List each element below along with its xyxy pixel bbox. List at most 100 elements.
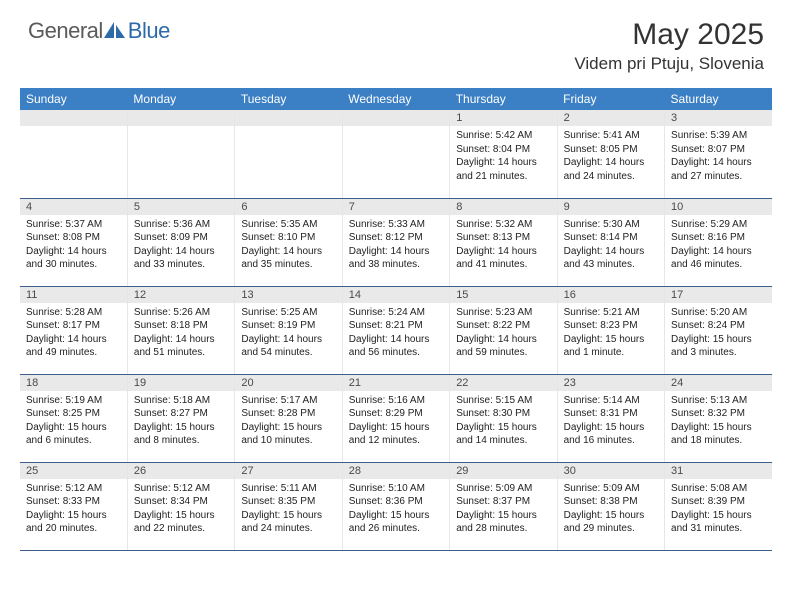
daylight-text: and 24 minutes. xyxy=(241,522,335,536)
day-details: Sunrise: 5:11 AMSunset: 8:35 PMDaylight:… xyxy=(235,479,341,539)
calendar-cell: 26Sunrise: 5:12 AMSunset: 8:34 PMDayligh… xyxy=(127,462,234,550)
day-details: Sunrise: 5:15 AMSunset: 8:30 PMDaylight:… xyxy=(450,391,556,451)
calendar-cell: 25Sunrise: 5:12 AMSunset: 8:33 PMDayligh… xyxy=(20,462,127,550)
daylight-text: Daylight: 15 hours xyxy=(241,421,335,435)
sunset-text: Sunset: 8:25 PM xyxy=(26,407,121,421)
daylight-text: Daylight: 15 hours xyxy=(456,421,550,435)
daylight-text: Daylight: 15 hours xyxy=(671,509,766,523)
sunrise-text: Sunrise: 5:14 AM xyxy=(564,394,658,408)
daylight-text: Daylight: 15 hours xyxy=(134,509,228,523)
calendar-cell: 12Sunrise: 5:26 AMSunset: 8:18 PMDayligh… xyxy=(127,286,234,374)
daylight-text: Daylight: 14 hours xyxy=(671,245,766,259)
sunrise-text: Sunrise: 5:25 AM xyxy=(241,306,335,320)
day-number-empty xyxy=(128,110,234,126)
day-number: 14 xyxy=(343,287,449,303)
daylight-text: and 51 minutes. xyxy=(134,346,228,360)
sunrise-text: Sunrise: 5:12 AM xyxy=(134,482,228,496)
daylight-text: and 59 minutes. xyxy=(456,346,550,360)
day-number: 30 xyxy=(558,463,664,479)
day-number: 24 xyxy=(665,375,772,391)
day-details: Sunrise: 5:12 AMSunset: 8:33 PMDaylight:… xyxy=(20,479,127,539)
daylight-text: and 38 minutes. xyxy=(349,258,443,272)
day-details: Sunrise: 5:19 AMSunset: 8:25 PMDaylight:… xyxy=(20,391,127,451)
calendar-cell: 19Sunrise: 5:18 AMSunset: 8:27 PMDayligh… xyxy=(127,374,234,462)
day-details: Sunrise: 5:28 AMSunset: 8:17 PMDaylight:… xyxy=(20,303,127,363)
daylight-text: and 43 minutes. xyxy=(564,258,658,272)
daylight-text: Daylight: 14 hours xyxy=(349,245,443,259)
daylight-text: Daylight: 14 hours xyxy=(671,156,766,170)
calendar-cell: 17Sunrise: 5:20 AMSunset: 8:24 PMDayligh… xyxy=(665,286,772,374)
daylight-text: Daylight: 14 hours xyxy=(241,333,335,347)
daylight-text: and 56 minutes. xyxy=(349,346,443,360)
day-number: 13 xyxy=(235,287,341,303)
day-number: 19 xyxy=(128,375,234,391)
calendar-cell: 22Sunrise: 5:15 AMSunset: 8:30 PMDayligh… xyxy=(450,374,557,462)
daylight-text: Daylight: 14 hours xyxy=(241,245,335,259)
daylight-text: and 41 minutes. xyxy=(456,258,550,272)
sunset-text: Sunset: 8:18 PM xyxy=(134,319,228,333)
day-details: Sunrise: 5:08 AMSunset: 8:39 PMDaylight:… xyxy=(665,479,772,539)
weekday-header: Friday xyxy=(557,88,664,110)
daylight-text: and 54 minutes. xyxy=(241,346,335,360)
weekday-header: Sunday xyxy=(20,88,127,110)
sunset-text: Sunset: 8:31 PM xyxy=(564,407,658,421)
daylight-text: Daylight: 15 hours xyxy=(671,333,766,347)
calendar-cell: 18Sunrise: 5:19 AMSunset: 8:25 PMDayligh… xyxy=(20,374,127,462)
weekday-header: Thursday xyxy=(450,88,557,110)
day-details: Sunrise: 5:12 AMSunset: 8:34 PMDaylight:… xyxy=(128,479,234,539)
sunset-text: Sunset: 8:28 PM xyxy=(241,407,335,421)
calendar-cell: 15Sunrise: 5:23 AMSunset: 8:22 PMDayligh… xyxy=(450,286,557,374)
day-number: 22 xyxy=(450,375,556,391)
daylight-text: Daylight: 15 hours xyxy=(564,333,658,347)
day-number-empty xyxy=(235,110,341,126)
sunset-text: Sunset: 8:09 PM xyxy=(134,231,228,245)
sunrise-text: Sunrise: 5:32 AM xyxy=(456,218,550,232)
daylight-text: Daylight: 14 hours xyxy=(564,156,658,170)
day-details: Sunrise: 5:16 AMSunset: 8:29 PMDaylight:… xyxy=(343,391,449,451)
sunrise-text: Sunrise: 5:09 AM xyxy=(564,482,658,496)
sunset-text: Sunset: 8:37 PM xyxy=(456,495,550,509)
daylight-text: Daylight: 14 hours xyxy=(134,333,228,347)
daylight-text: Daylight: 15 hours xyxy=(241,509,335,523)
calendar-cell xyxy=(20,110,127,198)
calendar-cell: 10Sunrise: 5:29 AMSunset: 8:16 PMDayligh… xyxy=(665,198,772,286)
day-details: Sunrise: 5:42 AMSunset: 8:04 PMDaylight:… xyxy=(450,126,556,186)
calendar-cell: 20Sunrise: 5:17 AMSunset: 8:28 PMDayligh… xyxy=(235,374,342,462)
calendar-cell: 16Sunrise: 5:21 AMSunset: 8:23 PMDayligh… xyxy=(557,286,664,374)
day-details: Sunrise: 5:36 AMSunset: 8:09 PMDaylight:… xyxy=(128,215,234,275)
day-details: Sunrise: 5:09 AMSunset: 8:38 PMDaylight:… xyxy=(558,479,664,539)
day-details: Sunrise: 5:33 AMSunset: 8:12 PMDaylight:… xyxy=(343,215,449,275)
sunrise-text: Sunrise: 5:17 AM xyxy=(241,394,335,408)
sunrise-text: Sunrise: 5:36 AM xyxy=(134,218,228,232)
calendar-row: 25Sunrise: 5:12 AMSunset: 8:33 PMDayligh… xyxy=(20,462,772,550)
sunrise-text: Sunrise: 5:23 AM xyxy=(456,306,550,320)
daylight-text: and 6 minutes. xyxy=(26,434,121,448)
day-details: Sunrise: 5:13 AMSunset: 8:32 PMDaylight:… xyxy=(665,391,772,451)
day-number: 18 xyxy=(20,375,127,391)
daylight-text: and 8 minutes. xyxy=(134,434,228,448)
calendar-cell: 27Sunrise: 5:11 AMSunset: 8:35 PMDayligh… xyxy=(235,462,342,550)
weekday-header: Saturday xyxy=(665,88,772,110)
calendar-row: 18Sunrise: 5:19 AMSunset: 8:25 PMDayligh… xyxy=(20,374,772,462)
sunrise-text: Sunrise: 5:42 AM xyxy=(456,129,550,143)
logo-text-general: General xyxy=(28,18,103,44)
sunset-text: Sunset: 8:34 PM xyxy=(134,495,228,509)
sunrise-text: Sunrise: 5:16 AM xyxy=(349,394,443,408)
calendar-row: 4Sunrise: 5:37 AMSunset: 8:08 PMDaylight… xyxy=(20,198,772,286)
day-number: 7 xyxy=(343,199,449,215)
weekday-header: Monday xyxy=(127,88,234,110)
calendar-cell xyxy=(342,110,449,198)
day-number: 21 xyxy=(343,375,449,391)
daylight-text: Daylight: 14 hours xyxy=(456,156,550,170)
weekday-header-row: Sunday Monday Tuesday Wednesday Thursday… xyxy=(20,88,772,110)
daylight-text: Daylight: 15 hours xyxy=(671,421,766,435)
sunrise-text: Sunrise: 5:11 AM xyxy=(241,482,335,496)
daylight-text: Daylight: 14 hours xyxy=(456,245,550,259)
day-details: Sunrise: 5:41 AMSunset: 8:05 PMDaylight:… xyxy=(558,126,664,186)
calendar-cell: 28Sunrise: 5:10 AMSunset: 8:36 PMDayligh… xyxy=(342,462,449,550)
sunrise-text: Sunrise: 5:08 AM xyxy=(671,482,766,496)
daylight-text: Daylight: 14 hours xyxy=(564,245,658,259)
sunrise-text: Sunrise: 5:37 AM xyxy=(26,218,121,232)
calendar-cell xyxy=(235,110,342,198)
calendar-row: 11Sunrise: 5:28 AMSunset: 8:17 PMDayligh… xyxy=(20,286,772,374)
